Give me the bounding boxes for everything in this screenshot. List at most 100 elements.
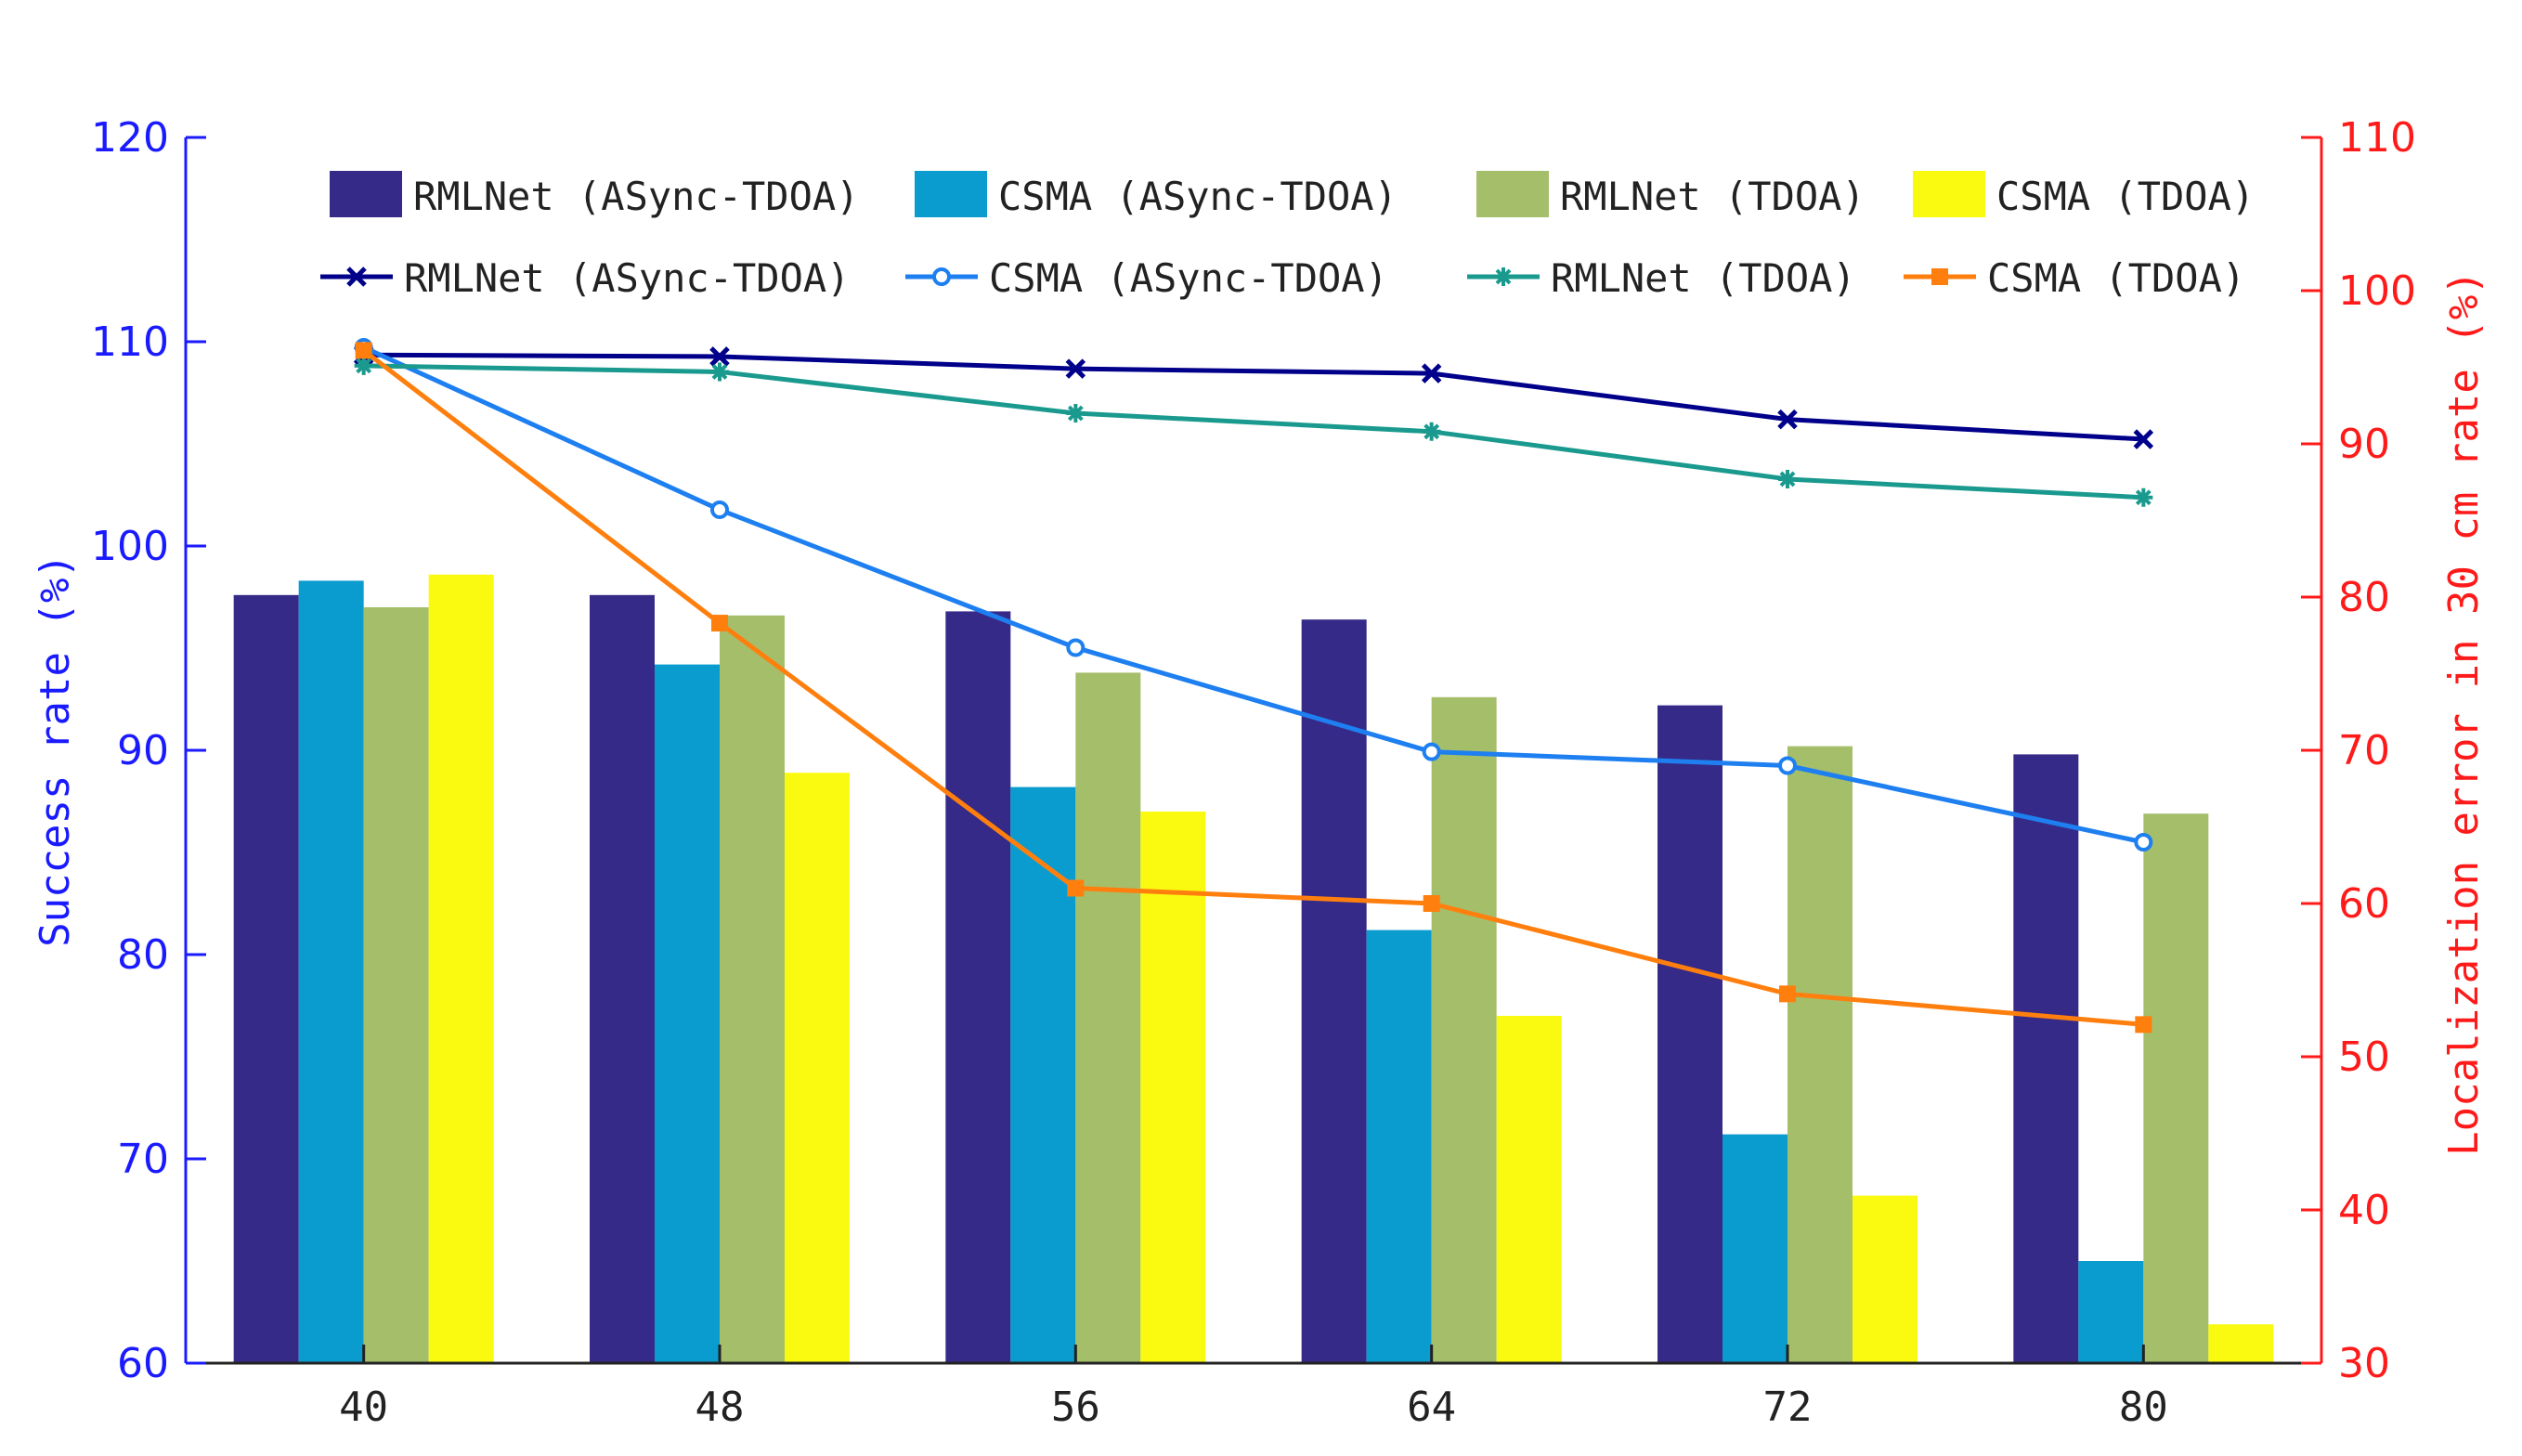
legend-line-label-3: CSMA (TDOA) [1987,255,2245,301]
bar-1-56 [1010,786,1076,1363]
legend-line-marker-1-glyph [932,267,951,286]
bar-0-64 [1301,619,1367,1363]
x-tick-label-48: 48 [696,1384,745,1431]
marker-3-80-glyph [2135,1016,2152,1034]
marker-3-80 [2135,1016,2152,1034]
marker-2-80 [2134,488,2153,507]
left-tick-label-100: 100 [91,523,169,570]
legend-bar-label-3: CSMA (TDOA) [1996,174,2255,219]
left-tick-label-120: 120 [91,114,169,162]
bar-3-56 [1140,812,1206,1363]
legend-line-marker-0-glyph [346,266,367,287]
marker-1-56 [1066,638,1086,657]
marker-1-64-glyph [1422,742,1441,761]
marker-1-48-glyph [710,500,729,519]
x-tick-label-64: 64 [1407,1384,1456,1431]
legend-line-marker-2 [1494,267,1513,286]
right-tick-label-90: 90 [2338,421,2390,468]
marker-3-72 [1779,985,1796,1003]
marker-2-72-glyph [1778,469,1797,488]
marker-2-64 [1422,422,1441,441]
y-axis-label-left: Success rate (%) [32,553,79,947]
marker-1-48 [710,500,729,519]
legend-bar-label-2: RMLNet (TDOA) [1560,174,1866,219]
line-series-2 [363,363,2144,500]
marker-0-48-glyph [709,346,730,367]
left-tick-label-90: 90 [117,727,169,774]
legend-line-marker-2-glyph [1494,267,1513,286]
bar-2-40 [363,607,429,1363]
left-tick-label-70: 70 [117,1136,169,1183]
left-tick-label-80: 80 [117,931,169,979]
right-tick-label-100: 100 [2338,267,2416,315]
line-series-1 [362,344,2144,845]
marker-0-72-glyph [1777,409,1798,430]
bar-3-72 [1852,1195,1918,1363]
marker-1-80-glyph [2134,833,2153,852]
axis-frame-layer: 60 70 80 90 100 110 120 30 40 50 60 70 80 90 100 110 40 4… [32,114,2488,1431]
bar-1-40 [298,580,364,1363]
marker-1-56-glyph [1066,638,1086,657]
marker-1-64 [1422,742,1441,761]
x-tick-label-80: 80 [2119,1384,2168,1431]
marker-3-48-glyph [711,615,728,632]
left-tick-label-110: 110 [91,318,169,366]
legend-bar-swatch-3 [1913,171,1985,217]
marker-3-40-glyph [355,342,372,359]
bar-0-48 [590,594,655,1363]
marker-3-64-glyph [1423,895,1440,912]
legend-bar-label-0: RMLNet (ASync-TDOA) [413,174,859,219]
right-tick-label-50: 50 [2338,1034,2390,1081]
right-tick-label-30: 30 [2338,1340,2390,1387]
bar-0-56 [945,611,1011,1363]
right-tick-label-60: 60 [2338,880,2390,928]
bar-1-72 [1722,1134,1788,1363]
marker-2-56 [1066,404,1086,422]
bar-3-48 [785,773,850,1363]
bar-2-72 [1788,746,1852,1363]
legend-line-marker-0 [346,266,367,287]
bar-0-40 [233,594,299,1363]
x-tick-label-56: 56 [1051,1384,1100,1431]
marker-0-72 [1777,409,1798,430]
bar-3-40 [428,574,494,1363]
bar-1-64 [1366,930,1432,1363]
marker-3-64 [1423,895,1440,912]
bar-1-48 [655,664,720,1363]
marker-1-72 [1778,756,1797,775]
legend-line-label-1: CSMA (ASync-TDOA) [989,255,1388,301]
legend-bar-swatch-2 [1476,171,1549,217]
marker-2-72 [1778,469,1797,488]
legend-bar-swatch-1 [915,171,987,217]
bar-2-48 [720,615,785,1363]
marker-2-80-glyph [2134,488,2153,507]
legend-line-marker-1 [932,267,951,286]
marker-0-80 [2133,429,2154,449]
legend-line-label-0: RMLNet (ASync-TDOA) [404,255,850,301]
left-tick-label-60: 60 [117,1340,169,1387]
legend-line-label-2: RMLNet (TDOA) [1551,255,1856,301]
marker-0-64 [1421,363,1442,384]
right-tick-label-110: 110 [2338,114,2416,162]
marker-2-48-glyph [710,362,729,382]
bar-1-80 [2078,1261,2144,1363]
bar-3-64 [1496,1016,1562,1363]
y-axis-label-right: Localization error in 30 cm rate (%) [2440,270,2488,1156]
marker-0-56 [1065,358,1086,379]
marker-2-40-glyph [354,356,373,375]
bar-2-56 [1075,672,1141,1363]
marker-3-56-glyph [1067,879,1085,897]
marker-3-40 [355,342,372,359]
marker-2-40 [354,356,373,375]
bar-2-80 [2143,813,2209,1363]
bar-0-72 [1658,705,1722,1363]
right-tick-label-70: 70 [2338,727,2390,774]
marker-0-48 [709,346,730,367]
bars-layer [233,574,2274,1363]
marker-2-56-glyph [1066,404,1086,422]
legend-line-marker-3-glyph [1931,268,1948,285]
marker-3-72-glyph [1779,985,1796,1003]
right-tick-label-40: 40 [2338,1187,2390,1234]
marker-1-80 [2134,833,2153,852]
